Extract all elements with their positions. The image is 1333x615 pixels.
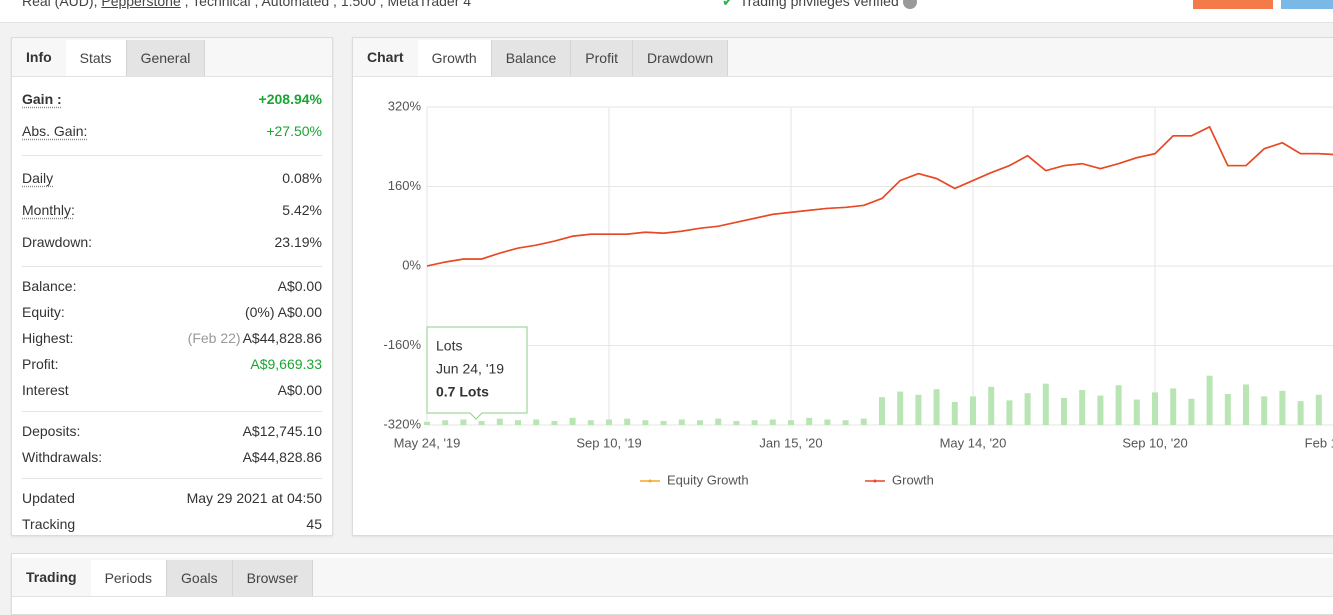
stats-value: A$44,828.86 [243, 449, 322, 465]
stats-label: Highest: [22, 330, 74, 346]
tab[interactable]: Browser [232, 560, 313, 596]
stats-value-text: 0.08% [282, 170, 322, 186]
stats-value-text: (0%) A$0.00 [244, 304, 322, 320]
stats-row: Withdrawals: A$44,828.86 [22, 444, 322, 470]
tab-label: Trading [26, 569, 77, 585]
tab[interactable]: Balance [491, 40, 572, 76]
tab[interactable]: Drawdown [632, 40, 729, 76]
stats-label: Tracking [22, 516, 76, 532]
stats-row: Daily 0.08% [22, 162, 322, 194]
stats-panel: Info Stats General Gain : +208.94% Abs. Gain… [11, 37, 333, 536]
stats-value: A$9,669.33 [250, 356, 322, 372]
stats-value: (0%) A$0.00 [245, 304, 322, 320]
stats-label: Drawdown: [22, 234, 93, 250]
stats-value: 45 [306, 516, 322, 532]
stats-row: Deposits: A$12,745.10 [22, 418, 322, 444]
stats-value-text: A$9,669.33 [250, 356, 322, 372]
stats-list: Gain : +208.94% Abs. Gain: +27.50% Daily 0.08… [12, 77, 332, 535]
broker-link[interactable]: Pepperstone [101, 0, 181, 9]
stats-label: Equity: [22, 304, 65, 320]
stats-label[interactable]: Daily [22, 170, 54, 186]
tab-bar: Info Stats General [12, 38, 332, 77]
tab-label: Info [26, 49, 52, 65]
stats-value: A$12,745.10 [243, 423, 322, 439]
stats-value: A$0.00 [278, 382, 322, 398]
verified-text: Trading privileges verified [739, 0, 899, 9]
account-info: Real (AUD), Pepperstone , Technical , Au… [22, 0, 471, 9]
chart-panel: Chart Growth Balance Profit Drawdown [352, 37, 1333, 536]
stats-label[interactable]: Monthly: [22, 202, 75, 218]
stats-value: 23.19% [275, 234, 322, 250]
stats-group: Updated May 29 2021 at 04:50 Tracking 45 [22, 478, 322, 535]
stats-value: A$0.00 [278, 278, 322, 294]
tab[interactable]: Stats [65, 40, 127, 76]
stats-group: Deposits: A$12,745.10 Withdrawals: A$44,828… [22, 411, 322, 478]
stats-row: Tracking 45 [22, 511, 322, 535]
trading-panel: Trading Periods Goals Browser [11, 553, 1333, 615]
stats-value-text: A$0.00 [277, 382, 322, 398]
account-suffix: , Technical , Automated , 1:500 , MetaTr… [184, 0, 472, 9]
stats-label: Withdrawals: [22, 449, 103, 465]
stats-group: Balance: A$0.00 Equity: (0%) A$0.00 Highest:… [22, 266, 322, 411]
stats-row: Interest A$0.00 [22, 377, 322, 403]
check-icon: ✔ [722, 0, 734, 9]
stats-group: Gain : +208.94% Abs. Gain: +27.50% [22, 77, 322, 155]
stats-value-text: May 29 2021 at 04:50 [186, 490, 322, 506]
stats-row: Profit: A$9,669.33 [22, 351, 322, 377]
stats-value: May 29 2021 at 04:50 [187, 490, 322, 506]
stats-label: Deposits: [22, 423, 81, 439]
stats-value-text: A$12,745.10 [242, 423, 322, 439]
action-button[interactable] [1193, 0, 1273, 9]
tab[interactable]: Goals [167, 560, 233, 596]
stats-row: Updated May 29 2021 at 04:50 [22, 485, 322, 511]
stats-row: Monthly: 5.42% [22, 194, 322, 226]
stats-value-text: A$44,828.86 [242, 330, 322, 346]
stats-value: 0.08% [282, 170, 322, 186]
stats-value-text: +208.94% [258, 91, 322, 107]
stats-value-text: A$44,828.86 [242, 449, 322, 465]
tab[interactable]: Profit [571, 40, 633, 76]
stats-value-text: 45 [306, 516, 322, 532]
stats-label[interactable]: Abs. Gain: [22, 123, 88, 139]
stats-row: Gain : +208.94% [22, 83, 322, 115]
stats-label: Balance: [22, 278, 77, 294]
stats-value: +208.94% [259, 91, 322, 107]
stats-value: 5.42% [282, 202, 322, 218]
stats-value-text: A$0.00 [277, 278, 322, 294]
top-bar: Real (AUD), Pepperstone , Technical , Au… [0, 0, 1333, 23]
tab[interactable]: Periods [90, 560, 168, 596]
tab-label: Chart [367, 49, 404, 65]
stats-value: +27.50% [266, 123, 322, 139]
tab-bar: Trading Periods Goals Browser [12, 558, 1333, 597]
tab[interactable]: Growth [417, 40, 492, 76]
stats-row: Balance: A$0.00 [22, 273, 322, 299]
stats-label: Updated [22, 490, 75, 506]
stats-label[interactable]: Gain : [22, 91, 62, 107]
account-prefix: Real (AUD), [22, 0, 98, 9]
action-button[interactable] [1281, 0, 1333, 9]
stats-row: Drawdown: 23.19% [22, 226, 322, 258]
stats-row: Highest: (Feb 22) A$44,828.86 [22, 325, 322, 351]
stats-value: (Feb 22) A$44,828.86 [188, 330, 322, 346]
stats-row: Equity: (0%) A$0.00 [22, 299, 322, 325]
stats-value-text: +27.50% [266, 123, 322, 139]
verified: ✔ Trading privileges verified [722, 0, 917, 10]
stats-label: Interest [22, 382, 69, 398]
tab-bar: Chart Growth Balance Profit Drawdown [353, 38, 1333, 77]
stats-row: Abs. Gain: +27.50% [22, 115, 322, 147]
stats-value-text: 5.42% [282, 202, 322, 218]
tab[interactable]: General [126, 40, 206, 76]
stats-group: Daily 0.08% Monthly: 5.42% Drawdown: 23.19% [22, 155, 322, 266]
stats-value-text: 23.19% [274, 234, 322, 250]
stats-label: Profit: [22, 356, 59, 372]
stats-note: (Feb 22) [187, 330, 241, 346]
info-icon[interactable] [902, 0, 917, 10]
